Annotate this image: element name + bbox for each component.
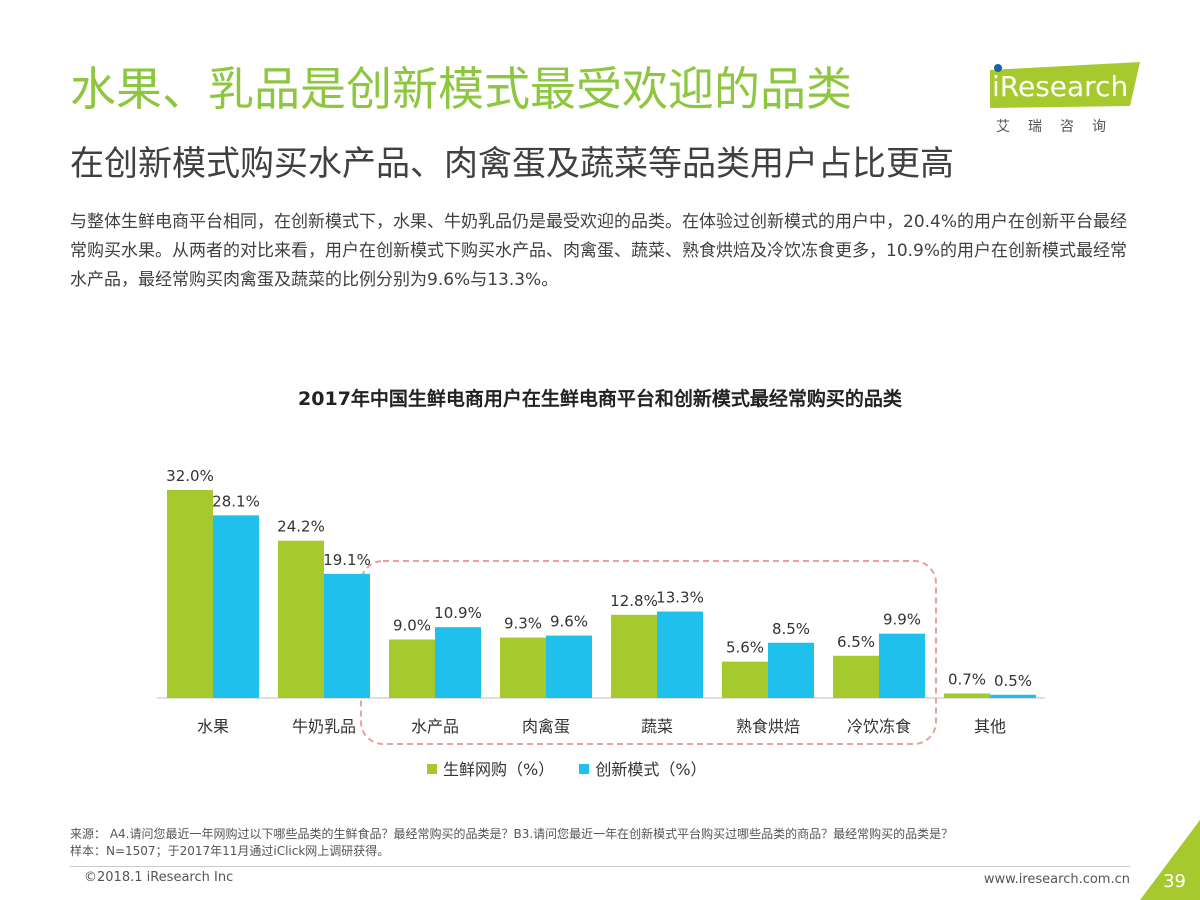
category-label: 肉禽蛋 <box>522 717 570 736</box>
bar-series-2 <box>657 611 703 698</box>
legend-label-series-2: 创新模式（%） <box>595 760 707 779</box>
copyright-text: ©2018.1 iResearch Inc <box>84 870 234 885</box>
corner-triangle-icon <box>1140 820 1200 900</box>
bar-series-1 <box>278 540 324 698</box>
bar-series-2 <box>768 642 814 698</box>
legend-item-series-2: 创新模式（%） <box>579 756 707 780</box>
intro-paragraph: 与整体生鲜电商平台相同，在创新模式下，水果、牛奶乳品仍是最受欢迎的品类。在体验过… <box>70 212 1128 290</box>
bar-series-2 <box>546 635 592 698</box>
bar-series-1 <box>389 639 435 698</box>
website-link[interactable]: www.iresearch.com.cn <box>983 872 1130 887</box>
source-line-2: 样本：N=1507；于2017年11月通过iClick网上调研获得。 <box>70 844 390 858</box>
data-label: 9.9% <box>883 611 921 629</box>
legend-swatch-series-1 <box>427 764 437 774</box>
bar-series-2 <box>435 627 481 698</box>
data-label: 32.0% <box>166 467 214 485</box>
category-label: 蔬菜 <box>641 717 673 736</box>
page-number: 39 <box>1163 871 1186 892</box>
bar-series-1 <box>500 637 546 698</box>
bar-series-2 <box>324 573 370 698</box>
data-label: 8.5% <box>772 620 810 638</box>
logo-text: iResearch <box>992 70 1129 103</box>
data-label: 9.3% <box>504 615 542 633</box>
category-label: 水产品 <box>411 717 459 736</box>
logo-banner-icon <box>990 62 1140 108</box>
bar-series-1 <box>944 693 990 698</box>
legend-label-series-1: 生鲜网购（%） <box>443 760 555 779</box>
data-label: 9.6% <box>550 613 588 631</box>
data-label: 10.9% <box>434 604 482 622</box>
chart-legend: 生鲜网购（%） 创新模式（%） <box>427 756 727 780</box>
data-label: 0.5% <box>994 672 1032 690</box>
bar-series-2 <box>990 694 1036 698</box>
data-label: 6.5% <box>837 633 875 651</box>
bar-series-1 <box>833 655 879 698</box>
chart-title: 2017年中国生鲜电商用户在生鲜电商平台和创新模式最经常购买的品类 <box>298 388 902 410</box>
legend-swatch-series-2 <box>579 764 590 774</box>
legend-item-series-1: 生鲜网购（%） <box>427 756 554 780</box>
footer-divider <box>70 866 1130 867</box>
page-subtitle: 在创新模式购买水产品、肉禽蛋及蔬菜等品类用户占比更高 <box>70 144 954 184</box>
category-label: 其他 <box>974 717 1006 736</box>
data-label: 28.1% <box>212 492 260 510</box>
bar-series-1 <box>722 661 768 698</box>
data-label: 19.1% <box>323 551 371 569</box>
logo-cn-text: 艾瑞咨询 <box>996 119 1124 135</box>
logo-dot-icon <box>994 64 1002 72</box>
bar-series-1 <box>167 490 213 698</box>
data-label: 9.0% <box>393 617 431 635</box>
bar-series-1 <box>611 614 657 698</box>
data-label: 0.7% <box>948 670 986 688</box>
data-label: 13.3% <box>656 589 704 607</box>
bar-series-2 <box>879 633 925 698</box>
data-label: 24.2% <box>277 518 325 536</box>
data-label: 12.8% <box>610 592 658 610</box>
page-title: 水果、乳品是创新模式最受欢迎的品类 <box>70 62 852 116</box>
category-label: 冷饮冻食 <box>847 717 911 736</box>
category-label: 水果 <box>197 717 229 736</box>
category-label: 熟食烘焙 <box>736 717 800 736</box>
source-note: 来源： A4.请问您最近一年网购过以下哪些品类的生鲜食品？最经常购买的品类是？B… <box>70 826 953 860</box>
iresearch-logo: iResearch 艾瑞咨询 <box>990 62 1140 142</box>
bar-chart: 32.0% 28.1% 水果 24.2% 19.1% 牛奶乳品 9.0%10.9% 水产品 9.… <box>157 467 1045 745</box>
data-label: 5.6% <box>726 639 764 657</box>
bar-series-2 <box>213 515 259 698</box>
category-label: 牛奶乳品 <box>292 717 356 736</box>
source-line-1: 来源： A4.请问您最近一年网购过以下哪些品类的生鲜食品？最经常购买的品类是？B… <box>70 827 954 841</box>
